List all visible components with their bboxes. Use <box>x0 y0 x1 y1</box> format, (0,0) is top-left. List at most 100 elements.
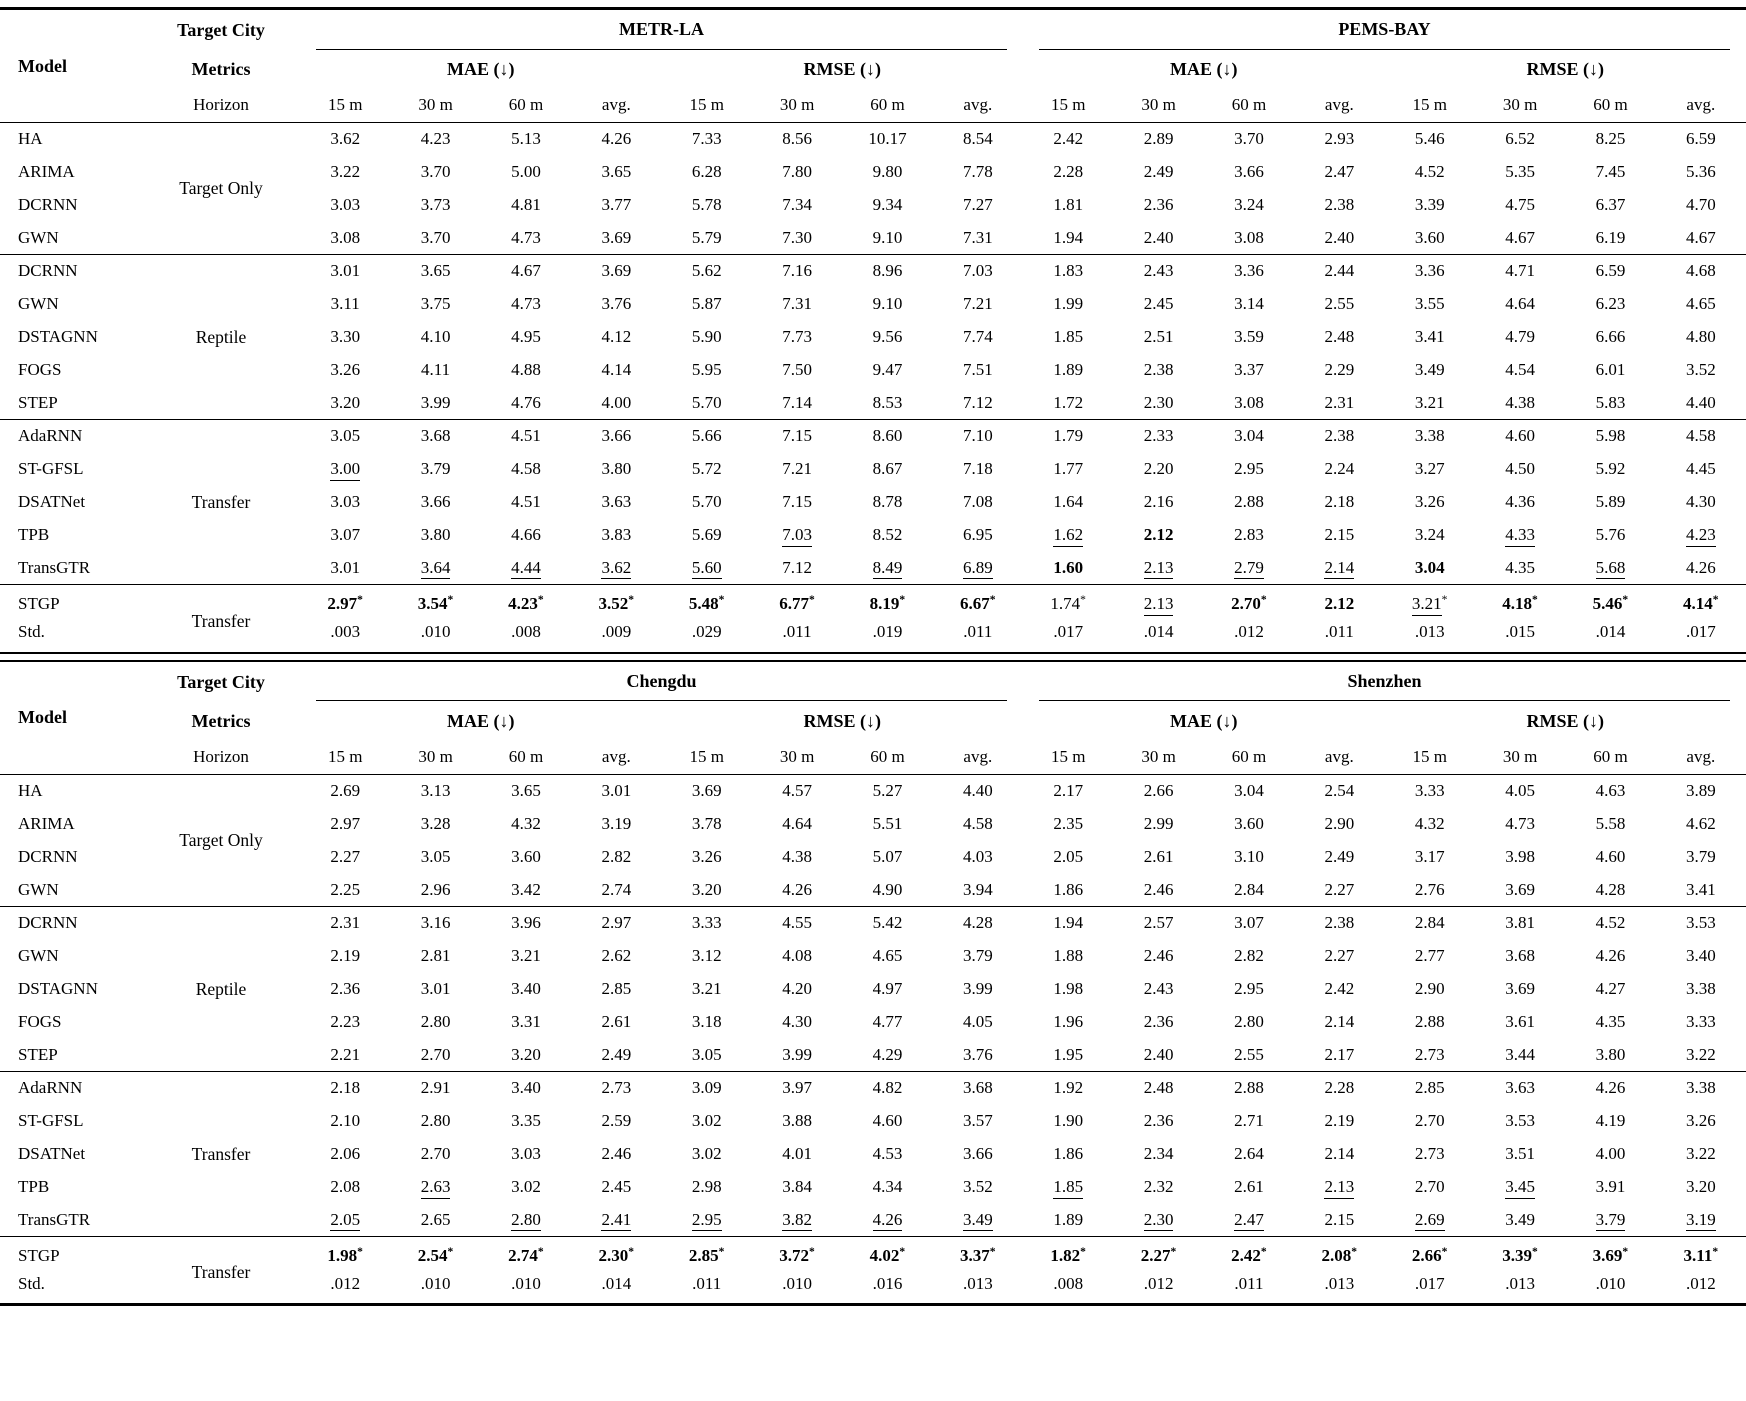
metric-value: 4.73 <box>511 294 541 313</box>
metric-value: .010 <box>421 622 451 641</box>
metric-value: 6.89 <box>962 557 993 580</box>
metric-number: 3.39 <box>1414 195 1445 215</box>
metric-number: 9.10 <box>872 227 903 247</box>
metric-number: 3.99 <box>420 392 451 412</box>
metric-number: 2.43 <box>1143 979 1174 999</box>
metric-value: 9.56 <box>873 327 903 346</box>
metric-value: 5.48* <box>689 594 725 613</box>
value-cell: 3.61 <box>1475 1006 1565 1039</box>
value-cell: .010 <box>390 619 480 653</box>
metric-value: 3.08 <box>1234 393 1264 412</box>
value-cell: 5.69 <box>662 519 752 552</box>
metric-value: 3.42 <box>511 880 541 899</box>
metric-number: 1.62 <box>1053 525 1084 547</box>
metric-value: 2.44 <box>1324 261 1354 280</box>
value-cell: 1.94 <box>1023 907 1113 940</box>
value-cell: 2.85 <box>571 973 661 1006</box>
metric-value: 7.15 <box>782 492 812 511</box>
value-cell: 2.82 <box>571 841 661 874</box>
metric-value: 3.04 <box>1234 781 1264 800</box>
value-cell: 3.01 <box>300 255 390 288</box>
metric-number: 3.96 <box>511 913 541 933</box>
metric-value: 4.73 <box>511 228 541 247</box>
metric-value: 3.07 <box>330 525 360 544</box>
metric-number: 3.69 <box>1592 1246 1623 1266</box>
value-cell: 4.28 <box>1565 874 1655 907</box>
metric-number: 2.15 <box>1324 1209 1355 1229</box>
metric-value: 2.30 <box>1143 1209 1174 1232</box>
row-label-target-city: Target City <box>177 671 265 692</box>
metric-number: 2.25 <box>330 879 361 899</box>
value-cell: 9.56 <box>842 321 932 354</box>
metric-value: 2.79 <box>1234 557 1264 580</box>
value-cell: .010 <box>752 1271 842 1305</box>
metric-value: 2.13 <box>1143 557 1174 580</box>
metric-number: 3.01 <box>330 557 361 577</box>
metric-value: 3.01 <box>330 558 360 577</box>
value-cell: 4.50 <box>1475 453 1565 486</box>
metric-number: 4.88 <box>511 360 541 380</box>
metric-number: 3.03 <box>330 492 361 512</box>
value-cell: 2.66* <box>1385 1237 1475 1271</box>
metric-number: 2.27 <box>330 847 361 867</box>
metric-number: 3.17 <box>1414 847 1445 867</box>
metric-value: 3.76 <box>963 1045 993 1064</box>
metric-number: 1.82 <box>1050 1246 1081 1266</box>
value-cell: 2.91 <box>390 1072 480 1105</box>
metric-value: 3.17 <box>1415 847 1445 866</box>
metric-value: 2.15 <box>1324 525 1354 544</box>
metric-number: 3.54 <box>417 594 448 614</box>
value-cell: 3.69 <box>662 775 752 808</box>
metric-number: 3.68 <box>1505 946 1535 966</box>
metric-value: 7.03 <box>963 261 993 280</box>
metric-number: 2.49 <box>1324 847 1355 867</box>
value-cell: .013 <box>933 1271 1023 1305</box>
value-cell: 2.27 <box>1294 940 1384 973</box>
model-name: DCRNN <box>18 913 78 933</box>
metric-number: 3.30 <box>330 327 361 347</box>
horizon-header: 60 m <box>508 747 544 767</box>
significance-star-icon: * <box>1170 1244 1177 1258</box>
metric-number: 4.23 <box>420 129 451 149</box>
value-cell: 4.73 <box>481 222 571 255</box>
value-cell: 2.54* <box>390 1237 480 1271</box>
metric-value: 3.33 <box>1415 781 1445 800</box>
value-cell: 2.28 <box>1294 1072 1384 1105</box>
metric-number: 3.76 <box>962 1044 993 1064</box>
significance-star-icon: * <box>537 592 544 606</box>
value-cell: 2.66 <box>1113 775 1203 808</box>
metric-number: 2.30 <box>1143 1209 1174 1232</box>
metric-value: 3.81 <box>1505 913 1535 932</box>
horizon-header: 15 m <box>327 747 363 767</box>
metric-number: 4.67 <box>511 261 541 281</box>
metric-value: 5.70 <box>692 393 722 412</box>
value-cell: 2.79 <box>1204 552 1294 585</box>
value-cell: 4.63 <box>1565 775 1655 808</box>
metric-value: 5.68 <box>1595 557 1626 580</box>
value-cell: 7.15 <box>752 420 842 453</box>
metric-number: .010 <box>420 622 451 642</box>
significance-star-icon: * <box>1622 1244 1629 1258</box>
metric-number: .003 <box>330 622 361 642</box>
value-cell: 3.21 <box>662 973 752 1006</box>
metric-number: 2.64 <box>1234 1144 1264 1164</box>
value-cell: 3.77 <box>571 189 661 222</box>
metric-number: 4.73 <box>1505 814 1535 834</box>
model-name: GWN <box>18 227 59 247</box>
metric-number: .014 <box>601 1273 632 1293</box>
value-cell: 2.12 <box>1294 585 1384 619</box>
method-label: Target Only <box>179 830 263 851</box>
metric-value: 3.21 <box>511 946 541 965</box>
table-row: HA Target Only 2.69 3.13 3.65 3.01 3.69 4.57 5.2… <box>0 775 1746 850</box>
value-cell: 2.48 <box>1294 321 1384 354</box>
metric-number: 2.14 <box>1324 557 1355 580</box>
metric-value: 1.94 <box>1053 913 1083 932</box>
metric-number: .011 <box>963 622 993 642</box>
value-cell: 2.14 <box>1294 552 1384 585</box>
value-cell: 1.72 <box>1023 387 1113 420</box>
metric-value: 4.01 <box>782 1144 812 1163</box>
value-cell: 3.66 <box>390 486 480 519</box>
metric-number: 3.60 <box>1234 814 1264 834</box>
metric-number: 5.79 <box>691 227 722 247</box>
metric-number: .029 <box>691 622 722 642</box>
